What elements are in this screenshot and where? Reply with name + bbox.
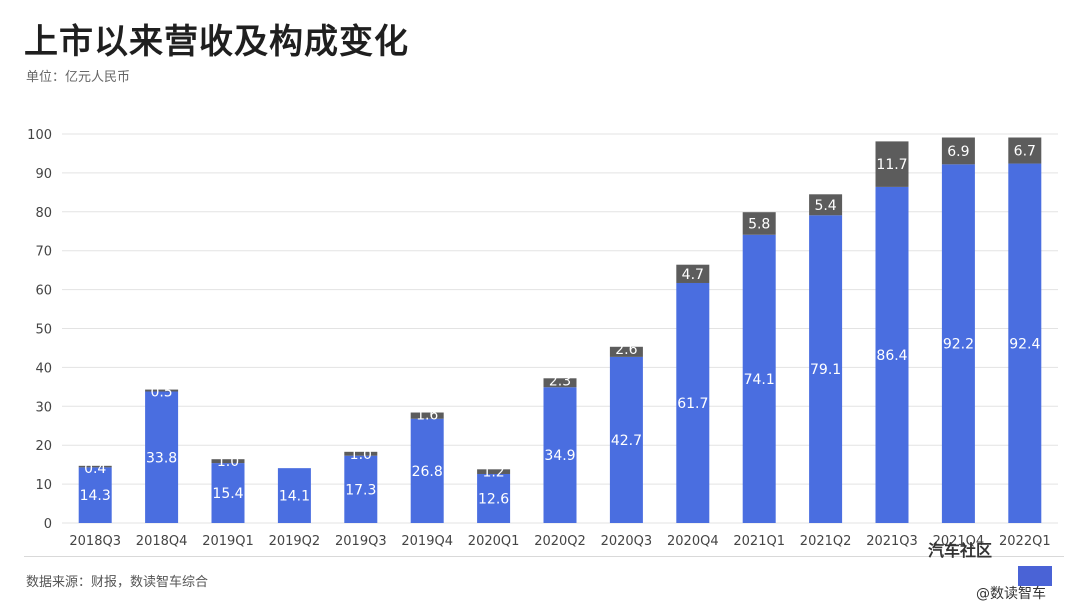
bar-segment-other [344, 451, 378, 456]
bar-value-label-other: 0.5 [150, 385, 172, 401]
footer-divider [24, 556, 1064, 557]
chart-unit-label: 单位：亿元人民币 [26, 70, 131, 85]
bar-segment-other [809, 194, 843, 216]
watermark-community: 汽车社区 [928, 541, 993, 560]
bar-segment-main [477, 473, 511, 523]
bar-segment-other [875, 141, 909, 187]
bar-value-label-other: 1.0 [350, 447, 372, 463]
y-tick-label: 80 [35, 206, 52, 221]
bar-value-label-other: 5.4 [814, 198, 836, 214]
bar-value-label: 34.9 [544, 448, 575, 464]
bar-segment-main [875, 186, 909, 524]
x-tick-label: 2021Q4 [933, 534, 985, 549]
bar-value-label-other: 6.9 [947, 144, 969, 160]
y-tick-label: 60 [35, 284, 52, 299]
bar-segment-other [1008, 137, 1042, 164]
bar-value-label: 12.6 [478, 491, 509, 507]
x-tick-label: 2019Q3 [335, 534, 387, 549]
bar-value-label: 33.8 [146, 450, 177, 466]
x-tick-label: 2021Q2 [800, 534, 852, 549]
bar-value-label-other: 1.6 [416, 408, 438, 424]
y-tick-label: 50 [35, 323, 52, 338]
bar-value-label-other: 1.0 [217, 454, 239, 470]
bar-segment-other [742, 212, 776, 235]
bar-value-label-other: 2.3 [549, 373, 571, 389]
bar-segment-main [1008, 163, 1042, 523]
x-tick-label: 2019Q1 [202, 534, 254, 549]
bar-value-label: 26.8 [412, 464, 443, 480]
bar-segment-other [477, 469, 511, 474]
x-tick-label: 2018Q3 [69, 534, 121, 549]
bar-value-label-other: 5.8 [748, 216, 770, 232]
bar-segment-other [410, 412, 444, 419]
y-tick-label: 40 [35, 361, 52, 376]
data-source-note: 数据来源：财报，数读智车综合 [26, 575, 209, 590]
bar-value-label: 92.4 [1009, 336, 1040, 352]
bar-value-label-other: 2.6 [615, 342, 637, 358]
bar-value-label: 42.7 [611, 433, 642, 449]
bar-segment-main [676, 282, 710, 523]
y-tick-label: 0 [44, 517, 52, 532]
x-tick-label: 2019Q4 [401, 534, 453, 549]
bar-value-label: 74.1 [744, 372, 775, 388]
bar-segment-other [941, 137, 975, 165]
bar-segment-main [809, 215, 843, 523]
bar-segment-main [410, 418, 444, 523]
bar-segment-other [78, 465, 112, 468]
bar-value-label-other: 0.4 [84, 461, 106, 477]
bar-value-label: 61.7 [677, 396, 708, 412]
bar-segment-main [344, 455, 378, 523]
bar-value-label: 14.1 [279, 489, 310, 505]
bar-segment-other [145, 389, 179, 392]
bar-value-label-other: 1.2 [482, 464, 504, 480]
bar-value-label: 79.1 [810, 362, 841, 378]
y-tick-label: 70 [35, 245, 52, 260]
bar-segment-main [543, 387, 577, 523]
bar-value-label: 86.4 [876, 348, 907, 364]
x-tick-label: 2020Q3 [601, 534, 653, 549]
x-tick-label: 2020Q1 [468, 534, 520, 549]
chart-title: 上市以来营收及构成变化 [24, 22, 409, 62]
bar-segment-other [609, 346, 643, 357]
x-tick-label: 2021Q3 [866, 534, 918, 549]
bar-segment-other [676, 264, 710, 283]
bar-segment-other [211, 459, 245, 464]
bar-segment-main [742, 234, 776, 523]
bar-segment-main [211, 463, 245, 523]
bar-value-label-other: 11.7 [876, 157, 907, 173]
bar-value-label: 92.2 [943, 337, 974, 353]
bar-value-label-other: 4.7 [682, 267, 704, 283]
watermark-badge [1018, 566, 1052, 586]
bar-segment-main [941, 164, 975, 524]
x-tick-label: 2021Q1 [733, 534, 785, 549]
y-tick-label: 10 [35, 478, 52, 493]
bar-value-label-other: 6.7 [1014, 144, 1036, 160]
bar-segment-main [609, 356, 643, 523]
bar-segment-main [145, 391, 179, 523]
watermark-account: @数读智车 [976, 586, 1046, 602]
x-tick-label: 2022Q1 [999, 534, 1051, 549]
bar-value-label: 14.3 [80, 488, 111, 504]
y-tick-label: 100 [27, 128, 52, 143]
y-tick-label: 30 [35, 400, 52, 415]
bar-value-label: 15.4 [212, 486, 243, 502]
x-tick-label: 2020Q2 [534, 534, 586, 549]
bar-segment-main [277, 468, 311, 523]
y-tick-label: 20 [35, 439, 52, 454]
y-tick-label: 90 [35, 167, 52, 182]
bar-value-label: 17.3 [345, 482, 376, 498]
x-tick-label: 2020Q4 [667, 534, 719, 549]
bar-segment-other [543, 378, 577, 388]
x-tick-label: 2019Q2 [269, 534, 321, 549]
bar-segment-main [78, 467, 112, 523]
x-tick-label: 2018Q4 [136, 534, 188, 549]
